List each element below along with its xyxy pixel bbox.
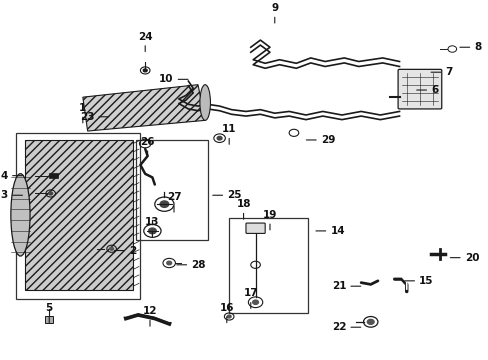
Circle shape <box>109 247 113 250</box>
Text: 14: 14 <box>330 226 345 236</box>
Circle shape <box>166 261 171 265</box>
Circle shape <box>217 136 222 140</box>
Ellipse shape <box>11 174 30 256</box>
Circle shape <box>160 201 168 207</box>
FancyBboxPatch shape <box>397 69 441 109</box>
Text: 7: 7 <box>445 67 452 77</box>
Text: 9: 9 <box>271 3 278 13</box>
Text: 27: 27 <box>166 192 181 202</box>
Text: 28: 28 <box>191 260 205 270</box>
Text: 15: 15 <box>418 276 433 286</box>
Text: 3: 3 <box>0 190 8 200</box>
Polygon shape <box>82 85 205 131</box>
Text: 18: 18 <box>236 199 250 209</box>
Text: 22: 22 <box>331 322 346 332</box>
Text: 24: 24 <box>138 32 152 41</box>
Circle shape <box>252 300 258 305</box>
Circle shape <box>366 319 373 324</box>
Text: 8: 8 <box>473 42 481 52</box>
Text: 10: 10 <box>159 74 173 84</box>
Bar <box>49 173 58 178</box>
Bar <box>16 133 140 299</box>
Text: 17: 17 <box>243 288 258 298</box>
Bar <box>25 140 133 290</box>
Text: 20: 20 <box>464 253 478 263</box>
Text: 26: 26 <box>140 137 155 147</box>
Text: 4: 4 <box>0 171 8 181</box>
Text: 29: 29 <box>320 135 335 145</box>
Circle shape <box>227 315 231 318</box>
Text: 25: 25 <box>227 190 241 200</box>
Bar <box>135 140 207 240</box>
Text: 12: 12 <box>142 306 157 316</box>
FancyBboxPatch shape <box>245 223 264 233</box>
Bar <box>45 316 53 323</box>
Text: 23: 23 <box>80 112 94 122</box>
Circle shape <box>49 192 53 195</box>
Text: 19: 19 <box>262 210 277 220</box>
Circle shape <box>148 228 156 234</box>
Text: 1: 1 <box>79 103 86 113</box>
Text: 21: 21 <box>331 281 346 291</box>
Text: 13: 13 <box>145 217 159 227</box>
Ellipse shape <box>200 85 210 120</box>
Text: 2: 2 <box>129 246 136 256</box>
Circle shape <box>143 69 147 72</box>
Bar <box>229 219 308 313</box>
Text: 11: 11 <box>222 124 236 134</box>
Text: 5: 5 <box>45 303 53 312</box>
Text: 16: 16 <box>219 303 234 312</box>
Text: 6: 6 <box>430 85 438 95</box>
